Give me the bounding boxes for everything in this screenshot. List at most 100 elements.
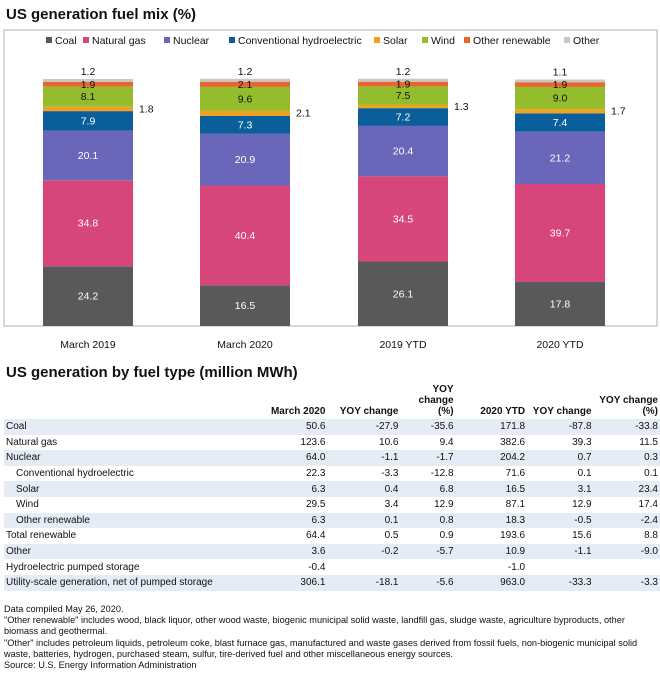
row-label: Hydroelectric pumped storage xyxy=(6,561,140,573)
row-label: Utility-scale generation, net of pumped … xyxy=(4,574,239,591)
legend-label-nuclear: Nuclear xyxy=(173,35,210,47)
table-cell: 64.4 xyxy=(305,530,326,542)
bar-segment-nuclear xyxy=(358,125,448,177)
table-cell: 204.2 xyxy=(455,450,528,466)
data-label-other: 1.1 xyxy=(553,66,568,78)
data-label-wind: 9.6 xyxy=(238,93,253,105)
data-label-wind: 7.5 xyxy=(396,90,411,102)
legend-swatch-natural-gas xyxy=(83,37,89,43)
bar-segment-wind xyxy=(515,86,605,110)
legend-swatch-solar xyxy=(374,37,380,43)
table-cell: -33.3 xyxy=(527,574,594,591)
table-cell: 10.9 xyxy=(455,543,528,560)
bar-segment-conventional-hydroelectric xyxy=(358,108,448,126)
row-label: Other xyxy=(4,543,239,560)
bar-segment-solar xyxy=(358,104,448,109)
table-cell: -9.0 xyxy=(593,543,660,560)
table-cell: 29.5 xyxy=(305,499,326,511)
table-cell: 963.0 xyxy=(455,574,528,591)
table-cell: -18.1 xyxy=(327,574,401,591)
bar-segment-other xyxy=(43,79,133,82)
bar-segment-coal xyxy=(358,261,448,326)
table-cell: 0.9 xyxy=(439,530,454,542)
table-cell: 6.8 xyxy=(400,481,456,497)
table-cell: 12.9 xyxy=(572,499,592,511)
table-cell: 0.1 xyxy=(644,468,658,480)
table-row: Nuclear 64.0 -1.1 -1.7 204.2 0.7 0.3 xyxy=(4,450,660,466)
category-label: 2020 YTD xyxy=(536,339,584,351)
table-cell: 3.1 xyxy=(527,481,594,497)
legend-label-wind: Wind xyxy=(431,35,455,47)
legend-swatch-other xyxy=(564,37,570,43)
plot-frame xyxy=(3,29,658,327)
table-cell xyxy=(594,559,660,575)
chart-title: US generation fuel mix (%) xyxy=(6,6,197,23)
table-cell: 0.1 xyxy=(577,468,592,480)
bar-segment-nuclear xyxy=(200,133,290,186)
data-label-natural-gas: 34.5 xyxy=(393,213,414,225)
table-cell: 193.6 xyxy=(500,530,526,542)
data-label-coal: 24.2 xyxy=(78,291,99,303)
data-label-other: 1.2 xyxy=(238,66,253,78)
bar-segment-natural-gas xyxy=(200,185,290,286)
data-label-nuclear: 20.1 xyxy=(78,150,99,162)
bar-segment-wind xyxy=(358,86,448,105)
bar-segment-other-renewable xyxy=(515,82,605,87)
table-cell: 171.8 xyxy=(455,419,528,435)
legend-swatch-conventional-hydroelectric xyxy=(229,37,235,43)
table-title: US generation by fuel type (million MWh) xyxy=(6,364,298,381)
table-cell: -2.4 xyxy=(593,512,660,529)
data-label-other-renewable: 1.9 xyxy=(396,79,411,91)
legend-swatch-other-renewable xyxy=(464,37,470,43)
table-header-row: March 2020 YOY change YOY change (%) 2020 Y… xyxy=(4,384,660,419)
row-label: Conventional hydroelectric xyxy=(16,468,134,480)
data-label-solar: 1.7 xyxy=(611,106,626,118)
legend-label-other: Other xyxy=(573,35,600,47)
table-row: Hydroelectric pumped storage -0.4 -1.0 xyxy=(4,559,660,575)
legend-swatch-nuclear xyxy=(164,37,170,43)
table-row: Wind 29.5 3.4 12.9 87.1 12.9 17.4 xyxy=(4,497,660,513)
table-cell: 10.6 xyxy=(379,436,399,448)
table-cell: 306.1 xyxy=(238,574,328,591)
table-row: Other 3.6 -0.2 -5.7 10.9 -1.1 -9.0 xyxy=(4,543,660,560)
data-label-wind: 9.0 xyxy=(553,93,568,105)
table-cell: 9.4 xyxy=(439,436,454,448)
row-label: Solar xyxy=(4,481,239,497)
table-cell: 0.8 xyxy=(400,512,456,529)
table-row: Other renewable 6.3 0.1 0.8 18.3 -0.5 -2.4 xyxy=(4,512,660,529)
table-cell: 0.5 xyxy=(384,530,399,542)
fuel-mix-chart: Coal Natural gas Nuclear Conventional hydro… xyxy=(3,29,658,351)
row-label: Natural gas xyxy=(6,436,58,448)
column-header: YOY change (%) xyxy=(418,384,454,417)
table-cell: 6.3 xyxy=(238,512,328,529)
data-label-solar: 1.8 xyxy=(139,103,154,115)
table-body: Coal 50.6 -27.9 -35.6 171.8 -87.8 -33.8 Natural… xyxy=(4,419,660,591)
table-cell: 87.1 xyxy=(505,499,526,511)
bar-segment-solar xyxy=(200,110,290,116)
table-cell: 8.8 xyxy=(644,530,658,542)
column-header: YOY change (%) xyxy=(599,395,658,417)
bar-segment-conventional-hydroelectric xyxy=(515,113,605,132)
table-cell: -35.6 xyxy=(400,419,456,435)
table-cell: 11.5 xyxy=(639,436,658,448)
bar-segment-natural-gas xyxy=(358,176,448,262)
table-cell: 16.5 xyxy=(455,481,528,497)
table-cell: 0.1 xyxy=(327,512,401,529)
table-cell xyxy=(327,559,400,575)
data-label-conventional-hydroelectric: 7.2 xyxy=(396,112,411,124)
table-cell xyxy=(400,559,455,575)
bar-segment-conventional-hydroelectric xyxy=(200,115,290,134)
table-cell: -12.8 xyxy=(430,468,454,480)
data-label-solar: 1.3 xyxy=(454,101,469,113)
table-row: Conventional hydroelectric 22.3 -3.3 -12.8 7… xyxy=(4,466,660,482)
table-row: Coal 50.6 -27.9 -35.6 171.8 -87.8 -33.8 xyxy=(4,419,660,435)
bar-segment-wind xyxy=(200,86,290,111)
footnote: "Other renewable" includes wood, black l… xyxy=(4,615,625,637)
table-cell: -87.8 xyxy=(527,419,594,435)
table-cell: 6.3 xyxy=(238,481,328,497)
bar-segment-wind xyxy=(43,86,133,107)
row-label: Total renewable xyxy=(6,530,77,542)
generation-table: March 2020 YOY change YOY change (%) 2020 Y… xyxy=(4,384,660,591)
bar-segment-other xyxy=(358,78,448,82)
data-label-coal: 26.1 xyxy=(393,288,414,300)
